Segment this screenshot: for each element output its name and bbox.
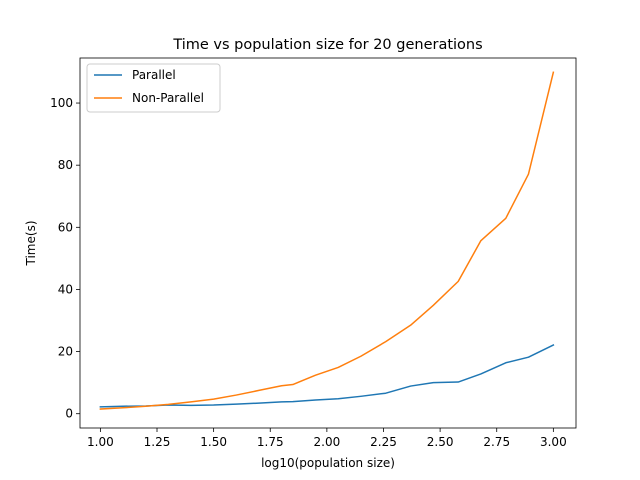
y-tick-label: 60 [58, 220, 73, 234]
chart-title: Time vs population size for 20 generatio… [172, 37, 482, 53]
y-tick-label: 80 [58, 158, 73, 172]
series-line-non-parallel [99, 71, 555, 410]
x-axis-label: log10(population size) [261, 456, 395, 470]
y-tick-label: 0 [65, 407, 73, 421]
x-tick-label: 1.00 [87, 435, 114, 449]
plot-frame [79, 57, 577, 429]
y-axis-label: Time(s) [24, 221, 38, 267]
legend-box [86, 63, 221, 113]
x-tick-label: 1.75 [257, 435, 284, 449]
y-tick-label: 100 [50, 96, 73, 110]
x-axis-ticks: 1.00 1.25 1.50 1.75 2.00 2.25 2.50 2.75 3.00 [87, 428, 567, 449]
x-tick-label: 2.50 [427, 435, 454, 449]
legend: Parallel Non-Parallel [86, 63, 221, 113]
y-tick-label: 20 [58, 345, 73, 359]
y-tick-label: 40 [58, 282, 73, 296]
x-tick-label: 1.50 [200, 435, 227, 449]
x-tick-label: 3.00 [540, 435, 567, 449]
x-tick-label: 2.75 [483, 435, 510, 449]
legend-label-non-parallel: Non-Parallel [132, 91, 204, 105]
y-axis-ticks: 0 20 40 60 80 100 [50, 96, 80, 421]
x-tick-label: 1.25 [144, 435, 171, 449]
plot-lines [99, 71, 555, 410]
series-line-parallel [99, 344, 555, 408]
legend-label-parallel: Parallel [132, 68, 176, 82]
x-tick-label: 2.25 [370, 435, 397, 449]
x-tick-label: 2.00 [314, 435, 341, 449]
